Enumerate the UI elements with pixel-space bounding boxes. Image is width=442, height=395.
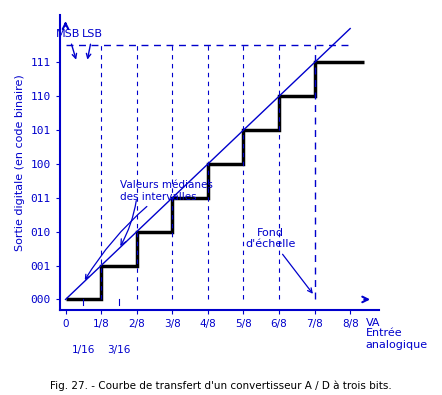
Text: Fond
d'échelle: Fond d'échelle <box>245 228 312 293</box>
Text: LSB: LSB <box>82 29 103 58</box>
Text: Entrée
analogique: Entrée analogique <box>366 328 428 350</box>
Text: Fig. 27. - Courbe de transfert d'un convertisseur A / D à trois bits.: Fig. 27. - Courbe de transfert d'un conv… <box>50 380 392 391</box>
Text: Valeurs médianes
des intervalles: Valeurs médianes des intervalles <box>85 180 213 279</box>
Text: MSB: MSB <box>56 29 80 58</box>
Text: VA: VA <box>366 318 380 328</box>
Y-axis label: Sortie digitale (en code binaire): Sortie digitale (en code binaire) <box>15 74 25 251</box>
Text: 3/16: 3/16 <box>107 345 130 355</box>
Text: 1/16: 1/16 <box>72 345 95 355</box>
